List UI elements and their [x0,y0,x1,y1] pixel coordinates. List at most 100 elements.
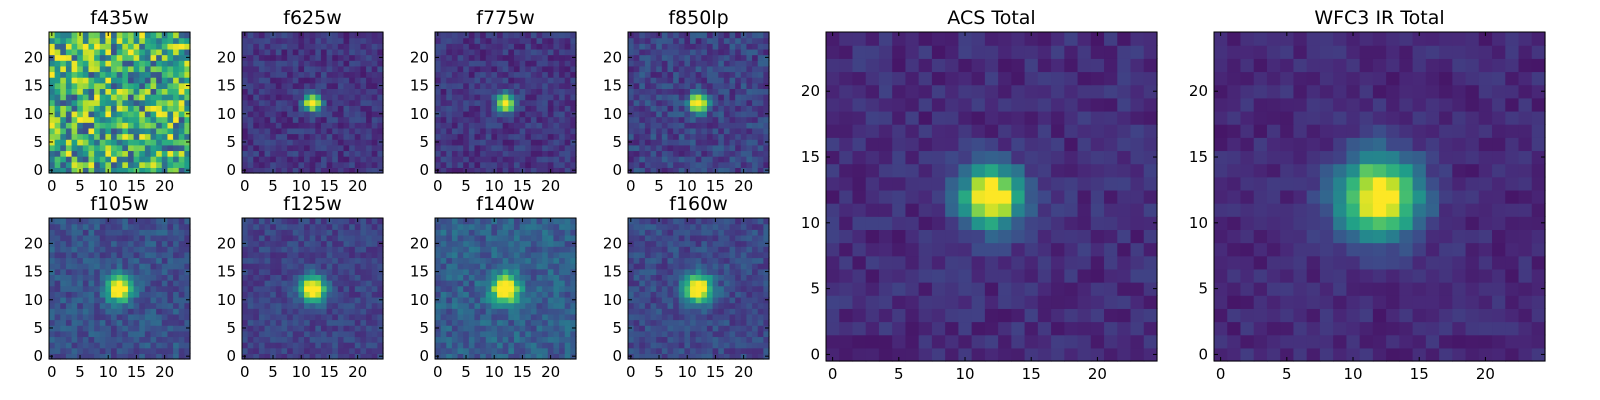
heatmap-cell [332,65,339,73]
heatmap-cell [440,325,447,332]
heatmap-cell [133,319,140,326]
heatmap-cell [320,246,328,253]
heatmap-cell [656,302,663,309]
heatmap-cell [99,302,106,309]
heatmap-cell [695,291,702,298]
heatmap-cell [167,82,174,89]
heatmap-cell [133,330,140,338]
heatmap-cell [502,133,509,140]
y-tick-label: 20 [24,48,43,66]
heatmap-cell [491,54,498,61]
heatmap-cell [54,144,61,152]
heatmap-cell [258,77,266,84]
heatmap-cell [474,94,481,101]
heatmap-cell [144,71,152,78]
heatmap-cell [752,88,759,95]
heatmap-cell [287,342,294,349]
heatmap-cell [491,71,498,78]
heatmap-cell [559,82,566,89]
heatmap-cell [513,71,521,78]
heatmap-cell [440,65,447,73]
heatmap-cell [60,60,67,67]
heatmap-cell [298,223,305,230]
heatmap-cell [508,342,515,349]
heatmap-cell [167,308,174,315]
heatmap-cell [144,296,152,304]
heatmap-cell [88,313,95,321]
heatmap-cell [337,37,345,44]
heatmap-cell [644,139,652,146]
heatmap-cell [173,302,180,309]
heatmap-cell [49,60,56,67]
heatmap-cell [752,65,759,73]
y-tick-label: 20 [410,48,429,66]
heatmap-cell [281,223,288,230]
heatmap-cell [337,60,345,67]
heatmap-cell [712,133,719,140]
heatmap-cell [326,150,333,157]
heatmap-cell [77,82,84,89]
heatmap-cell [127,99,135,106]
heatmap-cell [763,105,770,112]
heatmap-cell [343,116,350,123]
heatmap-cell [167,156,174,163]
heatmap-cell [309,285,316,292]
heatmap-cell [54,342,61,349]
heatmap-cell [332,105,339,112]
heatmap-cell [706,88,714,95]
x-tick-label: 15 [127,363,146,381]
heatmap-cell [480,268,487,275]
x-tick-label: 10 [678,177,697,195]
heatmap-cell [553,54,560,61]
heatmap-cell [247,308,254,315]
heatmap-cell [468,43,476,50]
heatmap-cell [94,161,101,168]
heatmap-cell [105,296,112,304]
heatmap-cell [332,71,339,78]
heatmap-cell [695,161,702,168]
heatmap-cell [111,77,118,84]
heatmap-cell [258,116,266,123]
heatmap-cell [377,32,384,39]
heatmap-cell [360,229,367,236]
heatmap-cell [60,325,67,332]
heatmap-cell [139,82,146,89]
heatmap-cell [150,71,157,78]
heatmap-cell [88,105,95,112]
heatmap-cell [468,54,476,61]
heatmap-cell [553,48,560,56]
heatmap-cell [673,274,680,281]
heatmap-cell [65,60,73,67]
heatmap-cell [497,60,504,67]
heatmap-cell [564,156,571,163]
heatmap-cell [105,308,112,315]
heatmap-cell [287,218,294,225]
heatmap-cell [133,105,140,112]
heatmap-cell [446,336,453,343]
heatmap-cell [49,88,56,95]
heatmap-cell [122,60,129,67]
heatmap-cell [740,60,748,67]
heatmap-cell [701,88,708,95]
heatmap-cell [763,48,770,56]
heatmap-cell [752,110,759,118]
heatmap-cell [167,246,174,253]
heatmap-cell [150,88,157,95]
heatmap-cell [133,156,140,163]
heatmap-cell [304,263,311,270]
heatmap-cell [99,161,106,168]
heatmap-cell [270,60,277,67]
heatmap-cell [270,257,277,264]
heatmap-cell [639,105,646,112]
heatmap-cell [281,240,288,247]
heatmap-cell [542,150,549,157]
heatmap-cell [173,167,180,174]
heatmap-cell [133,133,140,140]
heatmap-cell [105,240,112,247]
heatmap-cell [712,144,719,152]
heatmap-cell [735,60,742,67]
heatmap-cell [690,280,697,287]
heatmap-cell [678,167,685,174]
heatmap-cell [116,32,123,39]
heatmap-cell [446,251,453,259]
